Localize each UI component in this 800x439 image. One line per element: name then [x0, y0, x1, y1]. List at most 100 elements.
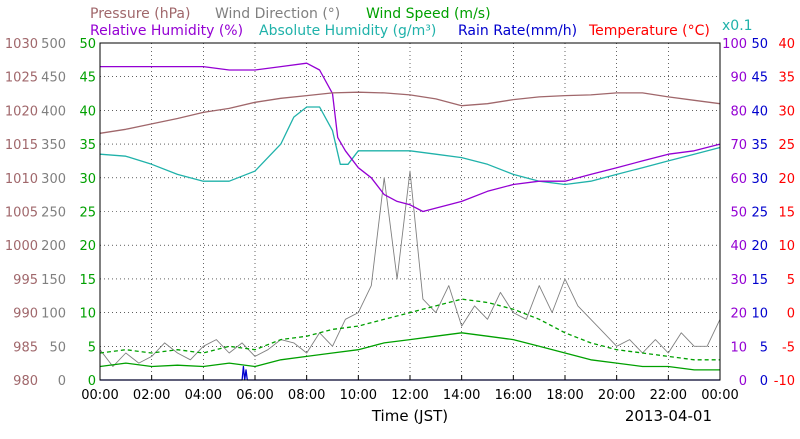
- y-tick-label-left-2: 40: [79, 104, 96, 119]
- x-tick-label: 14:00: [443, 388, 480, 403]
- y-tick-label-left-0: 995: [13, 273, 38, 288]
- series-line-wind-direction: [99, 170, 721, 367]
- x-tick-label: 02:00: [133, 388, 170, 403]
- x-tick-label: 00:00: [701, 388, 738, 403]
- y-tick-label-left-0: 1005: [5, 206, 38, 221]
- x-tick-label: 22:00: [650, 388, 687, 403]
- y-tick-label-left-2: 35: [79, 138, 96, 153]
- y-tick-label-left-0: 990: [13, 307, 38, 322]
- y-tick-label-right-6: 40: [778, 37, 795, 52]
- y-tick-label-right-5: 25: [751, 206, 768, 221]
- y-tick-label-right-6: 0: [787, 307, 795, 322]
- legend-pressure: Pressure (hPa): [90, 6, 190, 22]
- y-tick-label-right-3: 70: [730, 138, 747, 153]
- y-tick-label-right-3: 40: [730, 239, 747, 254]
- y-tick-label-right-6: 30: [778, 104, 795, 119]
- y-tick-label-right-5: 50: [751, 37, 768, 52]
- y-tick-label-right-3: 100: [722, 37, 747, 52]
- y-axis-labels: 9809859909951000100510101015102010251030…: [5, 37, 795, 389]
- y-tick-label-left-2: 25: [79, 206, 96, 221]
- x-tick-label: 04:00: [185, 388, 222, 403]
- series-layer: [99, 62, 721, 381]
- y-tick-label-right-6: 35: [778, 71, 795, 86]
- y-tick-label-right-6: 5: [787, 273, 795, 288]
- y-tick-label-right-5: 15: [751, 273, 768, 288]
- y-tick-label-left-0: 1020: [5, 104, 38, 119]
- y-tick-label-right-3: 60: [730, 172, 747, 187]
- date-label: 2013-04-01: [625, 407, 712, 425]
- y-tick-label-right-3: 90: [730, 71, 747, 86]
- x-tick-label: 10:00: [340, 388, 377, 403]
- y-tick-label-right-5: 20: [751, 239, 768, 254]
- y-tick-label-left-2: 0: [88, 374, 96, 389]
- x-tick-label: 12:00: [391, 388, 428, 403]
- y-tick-label-left-0: 980: [13, 374, 38, 389]
- y-tick-label-right-5: 5: [760, 340, 768, 355]
- x-tick-label: 06:00: [236, 388, 273, 403]
- y-tick-label-left-1: 150: [41, 273, 66, 288]
- legend-rain-rate: Rain Rate(mm/h): [458, 23, 577, 39]
- y-tick-label-right-5: 35: [751, 138, 768, 153]
- y-tick-label-left-1: 500: [41, 37, 66, 52]
- y-tick-label-right-5: 10: [751, 307, 768, 322]
- x-tick-label: 00:00: [81, 388, 118, 403]
- y-tick-label-right-3: 10: [730, 340, 747, 355]
- legend-absolute-humidity: Absolute Humidity (g/m³): [259, 23, 436, 39]
- y-tick-label-right-5: 0: [760, 374, 768, 389]
- legend-row-bottom: Relative Humidity (%) Absolute Humidity …: [90, 18, 753, 39]
- series-line-absolute-humidity-g-m: [99, 106, 721, 186]
- y-tick-label-left-2: 30: [79, 172, 96, 187]
- series-line-pressure-hpa: [99, 91, 721, 134]
- y-tick-label-left-0: 985: [13, 340, 38, 355]
- y-tick-label-right-6: -10: [774, 374, 795, 389]
- x-axis-labels: 00:00 02:00 04:00 06:00 08:00 10:00 12:00 14:00…: [81, 375, 739, 403]
- y-tick-label-left-1: 250: [41, 206, 66, 221]
- legend-wind-direction: Wind Direction (°): [215, 6, 340, 22]
- y-tick-label-left-1: 200: [41, 239, 66, 254]
- y-tick-label-left-1: 450: [41, 71, 66, 86]
- x-tick-label: 16:00: [495, 388, 532, 403]
- y-tick-label-left-1: 350: [41, 138, 66, 153]
- grid: [100, 43, 720, 380]
- legend-relative-humidity: Relative Humidity (%): [90, 23, 243, 39]
- y-tick-label-right-6: -5: [782, 340, 795, 355]
- y-tick-label-right-6: 20: [778, 172, 795, 187]
- y-tick-label-right-6: 25: [778, 138, 795, 153]
- y-tick-label-left-1: 50: [49, 340, 66, 355]
- y-tick-label-left-1: 400: [41, 104, 66, 119]
- y-tick-label-right-3: 80: [730, 104, 747, 119]
- y-tick-label-right-3: 30: [730, 273, 747, 288]
- legend-row-top: Pressure (hPa) Wind Direction (°) Wind S…: [90, 6, 491, 22]
- y-tick-label-left-1: 0: [58, 374, 66, 389]
- y-tick-label-left-1: 100: [41, 307, 66, 322]
- y-tick-label-left-0: 1030: [5, 37, 38, 52]
- y-tick-label-left-2: 10: [79, 307, 96, 322]
- y-tick-label-right-3: 0: [739, 374, 747, 389]
- series-line-wind-speed-m-s: [99, 332, 720, 371]
- y-tick-label-left-2: 5: [88, 340, 96, 355]
- scale-note: x0.1: [722, 18, 753, 34]
- y-tick-label-left-0: 1000: [5, 239, 38, 254]
- y-tick-label-left-2: 45: [79, 71, 96, 86]
- y-tick-label-left-2: 15: [79, 273, 96, 288]
- legend-wind-speed: Wind Speed (m/s): [366, 6, 491, 22]
- x-tick-label: 20:00: [598, 388, 635, 403]
- y-tick-label-left-2: 20: [79, 239, 96, 254]
- y-tick-label-right-5: 45: [751, 71, 768, 86]
- series-line-relative-humidity: [100, 62, 721, 213]
- y-tick-label-left-1: 300: [41, 172, 66, 187]
- y-tick-label-right-3: 50: [730, 206, 747, 221]
- y-tick-label-left-0: 1015: [5, 138, 38, 153]
- y-tick-label-right-6: 10: [778, 239, 795, 254]
- y-tick-label-right-5: 30: [751, 172, 768, 187]
- x-tick-label: 08:00: [288, 388, 325, 403]
- y-tick-label-right-6: 15: [778, 206, 795, 221]
- y-tick-label-right-5: 40: [751, 104, 768, 119]
- legend-temperature: Temperature (°C): [588, 23, 710, 39]
- x-axis-title: Time (JST): [371, 407, 448, 425]
- y-tick-label-left-0: 1010: [5, 172, 38, 187]
- y-tick-label-left-2: 50: [79, 37, 96, 52]
